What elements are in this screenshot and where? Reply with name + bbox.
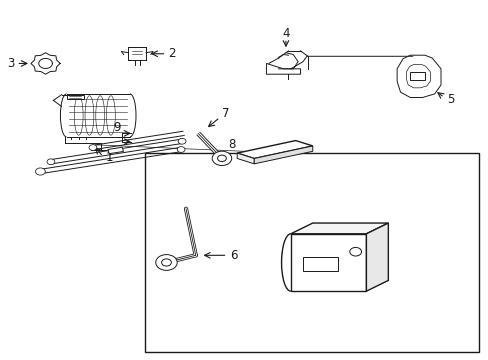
Circle shape: [349, 247, 361, 256]
Bar: [108, 147, 123, 154]
Circle shape: [47, 159, 55, 165]
Polygon shape: [290, 234, 366, 291]
Circle shape: [36, 168, 45, 175]
Text: 5: 5: [446, 93, 453, 106]
Circle shape: [217, 155, 226, 162]
Polygon shape: [290, 223, 387, 234]
Text: 1: 1: [105, 151, 112, 164]
Bar: [409, 72, 424, 80]
Circle shape: [212, 151, 231, 166]
Circle shape: [89, 145, 97, 150]
Polygon shape: [66, 95, 83, 99]
Text: 2: 2: [168, 47, 176, 60]
Text: 4: 4: [282, 27, 289, 40]
Text: 7: 7: [221, 107, 229, 120]
Polygon shape: [266, 63, 300, 74]
Text: 8: 8: [228, 138, 236, 151]
Circle shape: [177, 147, 184, 152]
Circle shape: [178, 138, 185, 144]
Polygon shape: [366, 223, 387, 291]
Polygon shape: [237, 140, 312, 158]
Text: 6: 6: [229, 249, 237, 262]
Circle shape: [161, 259, 171, 266]
Text: 9: 9: [113, 121, 120, 134]
Polygon shape: [237, 153, 254, 164]
Bar: [144, 153, 478, 352]
Polygon shape: [254, 146, 312, 164]
Text: 3: 3: [7, 57, 14, 70]
Polygon shape: [396, 55, 440, 98]
Circle shape: [156, 255, 177, 270]
Polygon shape: [406, 64, 429, 88]
Bar: [303, 257, 337, 271]
